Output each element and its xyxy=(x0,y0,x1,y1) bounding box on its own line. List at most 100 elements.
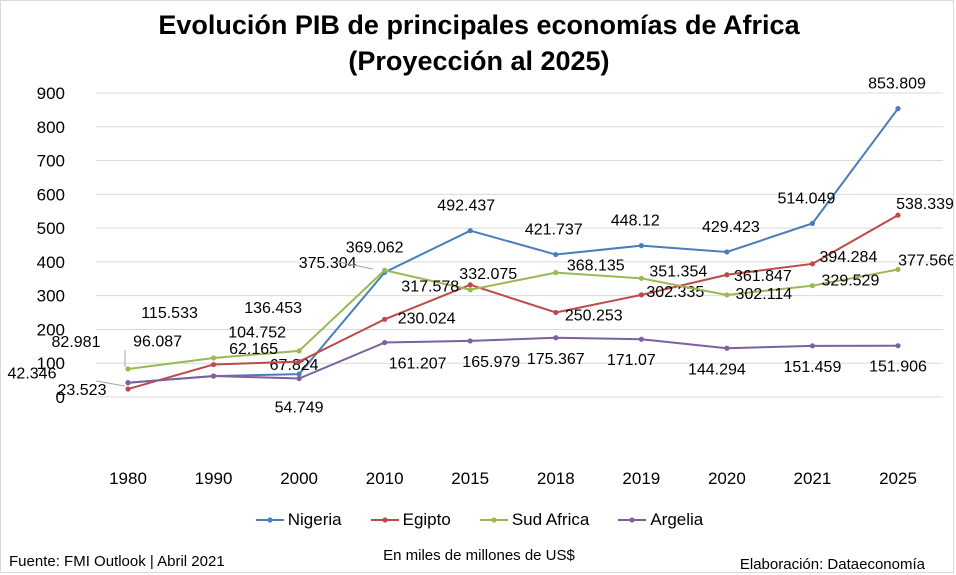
legend-swatch xyxy=(479,516,508,523)
data-point xyxy=(553,270,559,276)
chart-legend: Nigeria Egipto Sud Africa Argelia xyxy=(1,507,953,532)
data-label: 421.737 xyxy=(525,222,583,239)
legend-item: Argelia xyxy=(617,507,703,532)
data-point xyxy=(638,275,644,281)
data-point xyxy=(467,287,473,293)
data-point xyxy=(125,380,131,386)
data-label: 368.135 xyxy=(567,258,625,275)
data-label: 351.354 xyxy=(649,263,707,280)
data-point xyxy=(724,249,730,255)
data-label: 394.284 xyxy=(820,249,878,266)
legend-swatch xyxy=(370,516,399,523)
chart-subtitle: (Proyección al 2025) xyxy=(348,46,610,76)
x-tick-label: 1980 xyxy=(109,469,147,488)
y-tick-label: 0 xyxy=(56,388,65,407)
data-label: 514.049 xyxy=(778,190,836,207)
data-point xyxy=(895,106,901,112)
data-label: 317.578 xyxy=(401,279,459,296)
series-line-argelia xyxy=(127,336,899,384)
x-tick-label: 2015 xyxy=(451,469,489,488)
data-point xyxy=(724,272,730,278)
data-label: 250.253 xyxy=(565,307,623,324)
data-point xyxy=(809,343,816,349)
x-tick-label: 2018 xyxy=(537,469,575,488)
source-note: Fuente: FMI Outlook | Abril 2021 xyxy=(9,553,225,570)
x-tick-label: 2025 xyxy=(879,469,917,488)
data-point xyxy=(724,345,730,351)
data-point xyxy=(809,261,816,267)
data-label: 230.024 xyxy=(398,310,456,327)
y-tick-label: 500 xyxy=(37,219,65,238)
x-tick-label: 2000 xyxy=(280,469,318,488)
data-point xyxy=(382,339,388,346)
data-point xyxy=(895,266,901,273)
data-label: 136.453 xyxy=(244,300,302,317)
data-label: 538.339 xyxy=(896,196,954,213)
data-label: 165.979 xyxy=(462,354,520,371)
data-label: 375.304 xyxy=(299,255,357,272)
data-label: 429.423 xyxy=(702,219,760,236)
data-point xyxy=(467,228,473,234)
data-point xyxy=(210,361,217,368)
data-label: 302.335 xyxy=(646,284,704,301)
x-tick-label: 2021 xyxy=(794,469,832,488)
data-point xyxy=(467,282,473,288)
data-label: 42.346 xyxy=(8,366,57,383)
legend-label: Nigeria xyxy=(287,509,342,529)
unit-note: En miles de millones de US$ xyxy=(383,547,575,564)
y-tick-label: 100 xyxy=(37,354,65,373)
y-tick-label: 900 xyxy=(37,84,65,103)
x-tick-label: 2020 xyxy=(708,469,746,488)
data-point xyxy=(553,251,559,258)
data-point xyxy=(296,371,302,377)
x-tick-label: 2010 xyxy=(366,469,404,488)
data-point xyxy=(296,348,302,354)
data-point xyxy=(809,283,816,289)
data-point xyxy=(809,220,816,226)
leader-line xyxy=(95,380,126,387)
data-point xyxy=(638,243,644,249)
data-label: 171.07 xyxy=(607,352,656,369)
data-point xyxy=(210,373,217,379)
data-point xyxy=(895,343,901,349)
data-label: 369.062 xyxy=(346,239,404,256)
data-label: 492.437 xyxy=(437,198,495,215)
data-point xyxy=(125,366,131,372)
data-point xyxy=(724,292,730,298)
data-label: 54.749 xyxy=(275,400,324,417)
data-label: 151.459 xyxy=(784,359,842,376)
series-line-sud-africa xyxy=(127,268,899,370)
data-point xyxy=(467,338,473,344)
legend-item: Sud Africa xyxy=(479,507,590,532)
data-label: 332.075 xyxy=(459,266,517,283)
legend-label: Argelia xyxy=(650,509,704,529)
data-label: 448.12 xyxy=(611,213,660,230)
legend-label: Egipto xyxy=(402,509,451,529)
data-label: 151.906 xyxy=(869,359,927,376)
data-point xyxy=(553,335,559,341)
data-label: 853.809 xyxy=(868,76,926,93)
legend-swatch xyxy=(255,516,284,523)
data-label: 82.981 xyxy=(52,334,101,351)
y-tick-label: 200 xyxy=(37,320,65,339)
data-point xyxy=(296,375,302,382)
legend-item: Egipto xyxy=(370,507,451,532)
data-label: 115.533 xyxy=(141,305,198,322)
data-label: 302.114 xyxy=(736,286,793,303)
data-point xyxy=(553,309,559,316)
data-point xyxy=(382,316,388,322)
leader-line xyxy=(337,261,374,270)
legend-label: Sud Africa xyxy=(511,509,590,529)
data-label: 377.566 xyxy=(898,252,954,269)
y-tick-label: 400 xyxy=(37,253,65,272)
data-point xyxy=(296,359,302,365)
data-point xyxy=(125,386,131,392)
credit-note: Elaboración: Dataeconomía xyxy=(739,556,925,573)
x-tick-label: 1990 xyxy=(195,469,233,488)
data-label: 329.529 xyxy=(822,273,880,290)
y-tick-label: 700 xyxy=(37,152,65,171)
data-label: 104.752 xyxy=(228,325,286,342)
data-label: 175.367 xyxy=(527,351,585,368)
